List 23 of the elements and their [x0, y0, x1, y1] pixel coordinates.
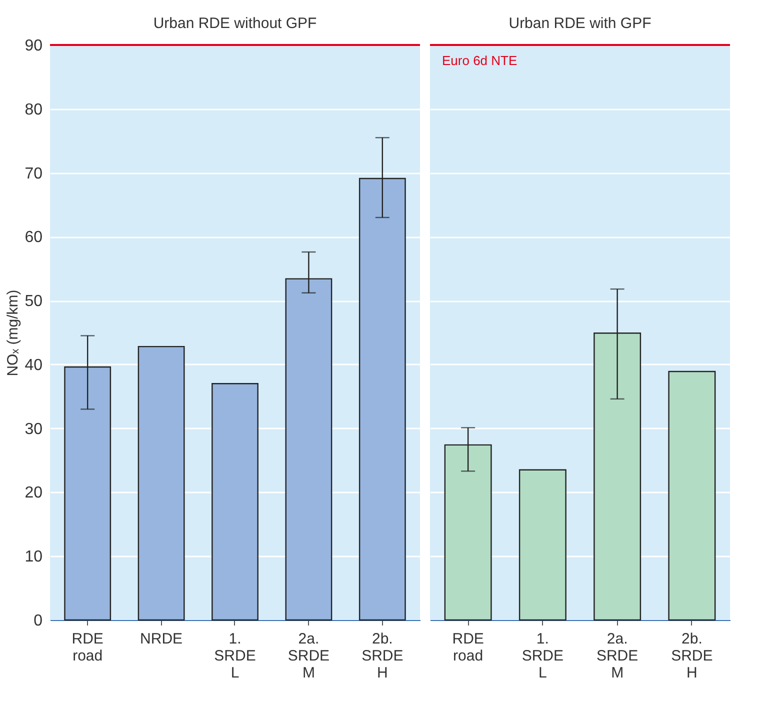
y-tick-label: 80	[24, 101, 43, 118]
x-tick-label: RDE road	[72, 630, 104, 664]
y-tick-label: 60	[24, 229, 43, 246]
x-tick-label: 1. SRDE L	[214, 630, 256, 682]
x-tick-label: 2a. SRDE M	[596, 630, 638, 682]
y-tick-label: 30	[24, 420, 43, 438]
y-tick-label: 20	[24, 484, 43, 502]
y-tick-label: 10	[24, 548, 43, 566]
x-tick-label: 2b. SRDE H	[362, 630, 404, 682]
x-tick-label: RDE road	[452, 630, 484, 664]
y-tick-label: 0	[34, 612, 43, 630]
x-tick-label: 2b. SRDE H	[671, 630, 713, 682]
x-tick-label: NRDE	[140, 630, 183, 648]
y-tick-label: 40	[24, 356, 43, 374]
y-tick-label: 90	[24, 38, 43, 54]
y-axis-title: NOₓ (mg/km)	[4, 290, 22, 376]
ref-line-label: Euro 6d NTE	[442, 53, 518, 68]
y-tick-label: 70	[24, 165, 43, 182]
chart-title: Urban RDE with GPF	[508, 15, 652, 32]
chart-title: Urban RDE without GPF	[153, 15, 317, 32]
x-tick-label: 1. SRDE L	[522, 630, 564, 682]
y-tick-label: 50	[24, 293, 43, 310]
x-tick-label: 2a. SRDE M	[288, 630, 330, 682]
